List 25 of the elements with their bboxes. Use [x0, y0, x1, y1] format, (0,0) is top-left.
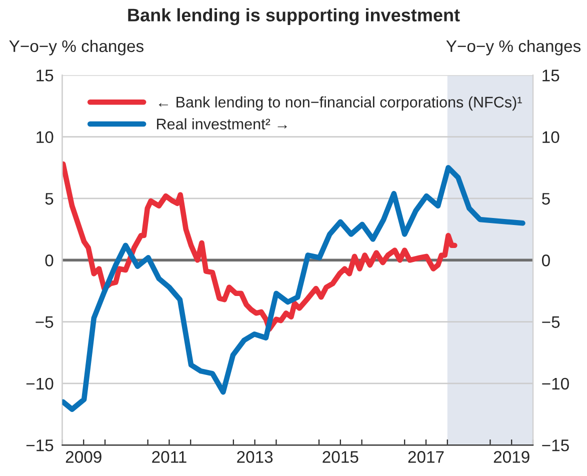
y-tick-label: 10 — [36, 131, 54, 144]
y-axis-title: Y−o−y % changes — [9, 40, 144, 56]
y2-tick-label: 10 — [542, 131, 560, 144]
x-tick-label: 2017 — [408, 451, 444, 463]
x-tick-label: 2015 — [322, 451, 358, 463]
x-tick-label: 2011 — [152, 451, 186, 463]
y-tick-label: −15 — [26, 440, 54, 452]
y2-tick-label: 15 — [542, 70, 560, 82]
x-tick-label: 2013 — [237, 451, 273, 463]
y-tick-label: −5 — [36, 316, 54, 328]
y2-tick-label: 0 — [542, 254, 550, 266]
legend-label: ← Bank lending to non−financial corporations (NFCs)¹ — [158, 96, 522, 111]
y-tick-label: 15 — [36, 70, 54, 82]
y2-axis-title: Y−o−y % changes — [446, 40, 581, 56]
x-tick-label: 2019 — [494, 451, 530, 463]
legend-label: Real investment² → — [157, 118, 287, 130]
y2-tick-label: −5 — [542, 316, 560, 328]
y2-tick-label: −10 — [542, 378, 569, 390]
x-tick-label: 2009 — [66, 451, 102, 463]
chart-title: Bank lending is supporting investment — [128, 8, 460, 26]
y-tick-label: −10 — [26, 378, 54, 390]
y-tick-label: 0 — [45, 254, 54, 266]
y2-tick-label: 5 — [542, 193, 550, 205]
y-tick-label: 5 — [45, 193, 54, 205]
y2-tick-label: −15 — [542, 440, 569, 452]
